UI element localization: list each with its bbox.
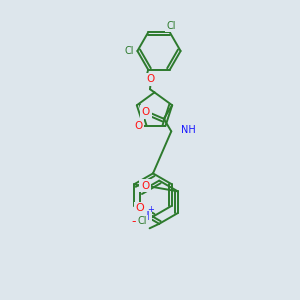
Text: Cl: Cl bbox=[167, 21, 176, 31]
Text: -: - bbox=[131, 215, 136, 229]
Text: Cl: Cl bbox=[124, 46, 134, 56]
Text: O: O bbox=[136, 203, 145, 213]
Text: NH: NH bbox=[181, 125, 196, 135]
Text: O: O bbox=[141, 181, 149, 191]
Text: O: O bbox=[142, 107, 150, 117]
Text: O: O bbox=[136, 219, 145, 229]
Text: O: O bbox=[146, 74, 155, 84]
Text: O: O bbox=[134, 121, 142, 131]
Text: Cl: Cl bbox=[137, 216, 147, 226]
Text: N: N bbox=[141, 209, 150, 223]
Text: +: + bbox=[148, 206, 154, 214]
